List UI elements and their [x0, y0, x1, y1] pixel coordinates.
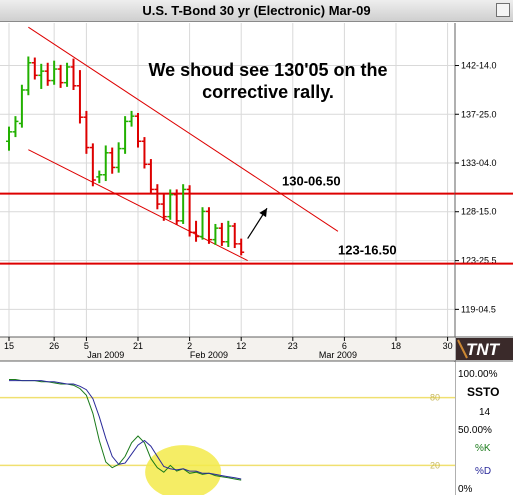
channel-line — [28, 26, 339, 232]
date-month-label: Feb 2009 — [190, 350, 228, 360]
window-close-button[interactable] — [496, 3, 510, 17]
date-tick-label: 30 — [443, 341, 453, 351]
window-title-bar: U.S. T-Bond 30 yr (Electronic) Mar-09 — [0, 0, 513, 22]
price-tick-label: 142-14.0 — [461, 61, 497, 71]
indicator-tick-50: 50.00% — [458, 425, 492, 436]
date-tick-label: 12 — [236, 341, 246, 351]
price-tick-label: 137-25.0 — [461, 109, 497, 119]
indicator-panel — [0, 362, 455, 495]
logo-swoosh — [457, 339, 468, 359]
arrow-head — [259, 208, 267, 218]
date-axis — [0, 337, 455, 361]
price-tick-label: 133-04.0 — [461, 158, 497, 168]
indicator-period: 14 — [479, 407, 491, 418]
indicator-guide-label: 20 — [430, 460, 440, 470]
date-tick-label: 2 — [187, 341, 192, 351]
annotation-line-2: corrective rally. — [202, 82, 334, 102]
price-panel — [0, 23, 455, 337]
date-tick-label: 23 — [288, 341, 298, 351]
indicator-guide-label: 80 — [430, 393, 440, 403]
window-title: U.S. T-Bond 30 yr (Electronic) Mar-09 — [142, 3, 371, 18]
indicator-tick-100: 100.00% — [458, 369, 498, 380]
logo-text: TNT — [466, 340, 501, 359]
date-tick-label: 15 — [4, 341, 14, 351]
indicator-legend-k: %K — [475, 443, 491, 454]
price-tick-label: 123-25.5 — [461, 256, 497, 266]
date-tick-label: 18 — [391, 341, 401, 351]
date-tick-label: 21 — [133, 341, 143, 351]
date-month-label: Mar 2009 — [319, 350, 357, 360]
price-axis — [455, 23, 513, 337]
indicator-legend-d: %D — [475, 466, 491, 477]
highlight-ellipse — [145, 445, 222, 495]
date-tick-label: 26 — [49, 341, 59, 351]
level-label-upper: 130-06.50 — [282, 174, 341, 189]
date-month-label: Jan 2009 — [87, 350, 124, 360]
date-tick-label: 5 — [84, 341, 89, 351]
indicator-series-line — [9, 380, 242, 480]
indicator-name: SSTO — [467, 385, 499, 399]
indicator-tick-0: 0% — [458, 484, 473, 495]
channel-line — [28, 149, 248, 262]
level-label-lower: 123-16.50 — [338, 243, 397, 258]
date-tick-label: 6 — [342, 341, 347, 351]
price-tick-label: 128-15.0 — [461, 207, 497, 217]
price-tick-label: 119-04.5 — [461, 304, 496, 314]
annotation-line-1: We shoud see 130'05 on the — [148, 60, 387, 80]
logo-box — [456, 338, 513, 360]
